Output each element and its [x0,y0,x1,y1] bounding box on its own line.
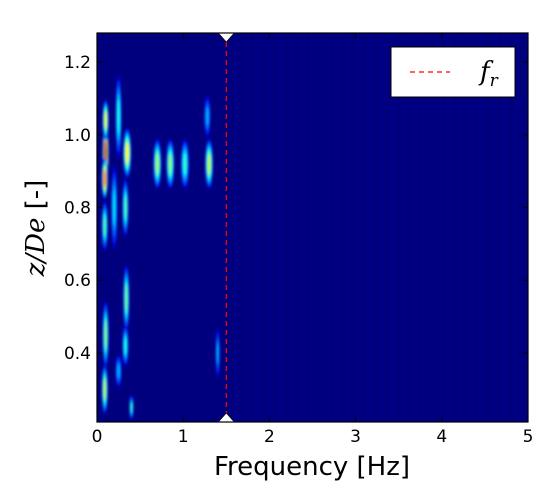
heatmap-streak [515,33,518,422]
heatmap-feature [166,139,175,189]
x-tick-label: 3 [350,427,361,447]
heatmap-streak [268,33,271,422]
heatmap-streak [481,33,484,422]
heatmap-cell [104,321,107,348]
x-tick-label: 1 [178,427,189,447]
y-tick-label: 1.0 [64,126,91,146]
y-tick-label: 0.8 [64,199,91,219]
heatmap-cell [155,154,159,174]
heatmap-cell [104,112,107,129]
x-axis-label: Frequency [Hz] [214,452,410,482]
x-tick-label: 2 [264,427,275,447]
heatmap-streak [447,33,450,422]
heatmap-streak [492,33,495,422]
heatmap-streak [324,33,327,422]
heatmap-streak [436,33,439,422]
heatmap-streak [503,33,506,422]
heatmap-streak [246,33,249,422]
heatmap-streak [425,33,428,422]
heatmap-background [97,33,528,422]
heatmap-cell [130,402,133,413]
x-tick-label: 0 [92,427,103,447]
heatmap-streak [234,33,237,422]
heatmap-cell [113,191,116,224]
heatmap-feature [123,265,130,332]
heatmap-feature [102,301,109,368]
heatmap-streak [335,33,338,422]
heatmap-cell [103,170,106,187]
heatmap-cell [207,154,211,174]
legend: fr [390,46,516,98]
tick-layer: 0 1 2 3 4 5 0.4 0.6 0.8 1.0 1.2 [64,33,533,447]
x-tick-label: 4 [436,427,447,447]
heatmap-feature [111,166,118,249]
axes-frame [96,32,529,423]
heatmap-feature [181,139,189,189]
heatmap-streak [279,33,282,422]
heatmap-feature [129,395,134,420]
heatmap-cell [103,379,106,400]
heatmap-streak [257,33,260,422]
heatmap-feature [115,75,122,158]
heatmap-cell [124,337,127,354]
heatmap-cell [125,285,128,312]
heatmap-layer [101,33,528,422]
y-axis-label-unit: [-] [21,180,51,218]
heatmap-feature [215,328,220,378]
heatmap-feature [101,201,108,251]
y-axis-label-math: z/De [21,218,51,278]
heatmap-feature [153,139,162,189]
heatmap-cell [117,364,120,378]
heatmap-streak [526,33,528,422]
y-axis-label: z/De [-] [21,180,51,278]
heatmap-feature [204,96,211,138]
heatmap-streak [358,33,361,422]
heatmap-streak [380,33,383,422]
heatmap-cell [183,154,187,174]
heatmap-streak [369,33,372,422]
heatmap-feature [115,354,122,388]
heatmap-streak [302,33,305,422]
heatmap-streak [470,33,473,422]
heatmap-feature [123,128,132,178]
heatmap-streak [290,33,293,422]
legend-label-subscript: r [490,71,499,91]
heatmap-streak [313,33,316,422]
heatmap-cell [216,343,219,363]
heatmap-cell [206,108,209,125]
y-tick-label: 0.4 [64,344,91,364]
heatmap-feature [102,99,109,141]
heatmap-streak [346,33,349,422]
heatmap-streak [459,33,462,422]
heatmap-feature [205,139,213,189]
heatmap-feature [101,157,108,199]
y-tick-label: 0.6 [64,271,91,291]
heatmap-feature [122,178,129,237]
heatmap-cell [117,100,120,133]
heatmap-streak [391,33,394,422]
heatmap-feature [122,325,129,367]
heatmap-streak [403,33,406,422]
heatmap-streak [414,33,417,422]
x-tick-label: 5 [523,427,534,447]
y-tick-label: 1.2 [64,53,91,73]
heatmap-cell [168,154,172,174]
heatmap-cell [125,143,129,163]
heatmap-cell [124,196,127,219]
heatmap-feature [101,364,108,414]
heatmap-cell [103,215,106,236]
